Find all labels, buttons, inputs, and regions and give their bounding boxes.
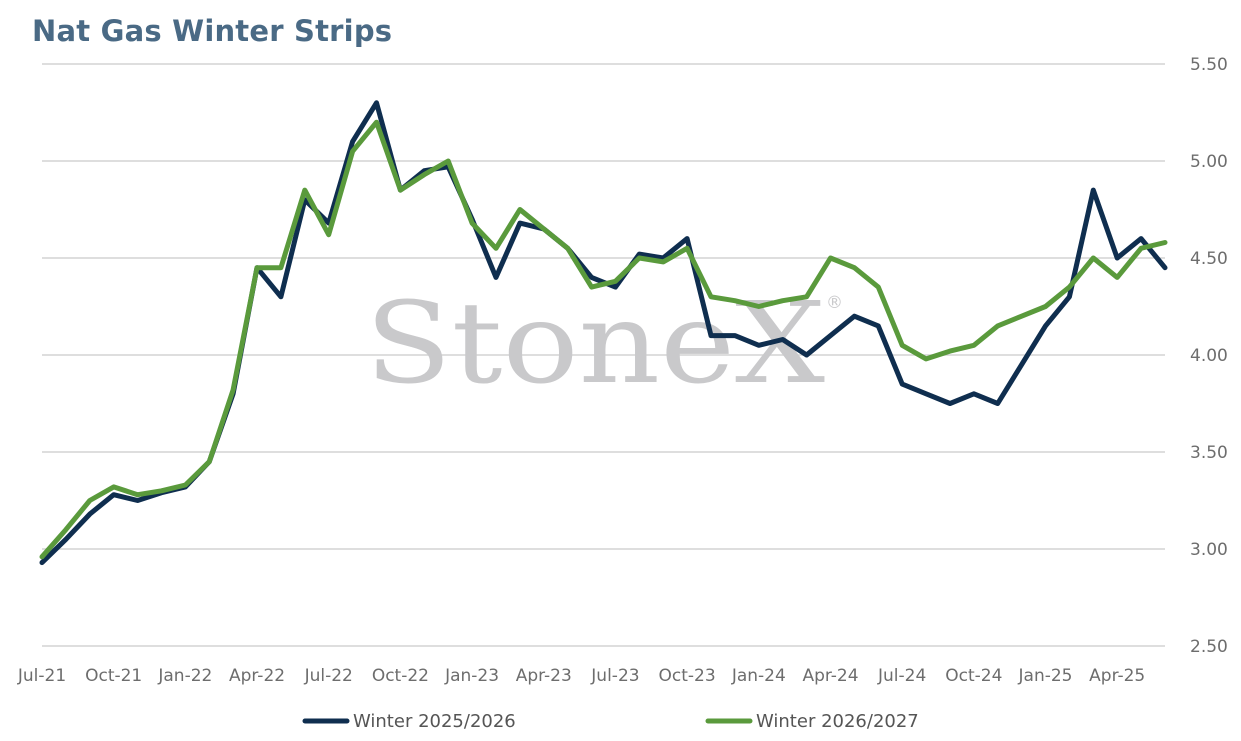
x-tick-label: Jul-22 <box>304 666 353 686</box>
y-tick-label: 3.00 <box>1190 540 1228 560</box>
y-tick-label: 5.00 <box>1190 152 1228 172</box>
series-line-2 <box>39 119 1168 560</box>
x-tick-label: Jan-23 <box>444 666 499 686</box>
x-axis-ticks: Jul-21 Oct-21 Jan-22 Apr-22 Jul-22 Oct-22 Jan-… <box>17 666 1145 686</box>
watermark: StoneX ® <box>365 279 843 409</box>
x-tick-label: Oct-23 <box>659 666 716 686</box>
x-tick-label: Oct-21 <box>85 666 142 686</box>
series-lines <box>39 100 1168 566</box>
chart-title: Nat Gas Winter Strips <box>32 14 393 48</box>
x-tick-label: Jan-24 <box>731 666 786 686</box>
y-axis-ticks: 2.50 3.00 3.50 4.00 4.50 5.00 5.50 <box>1190 55 1228 657</box>
x-tick-label: Apr-25 <box>1089 666 1145 686</box>
x-tick-label: Jul-23 <box>590 666 639 686</box>
legend-label-2: Winter 2026/2027 <box>756 711 919 732</box>
x-tick-label: Oct-24 <box>945 666 1002 686</box>
legend-label-1: Winter 2025/2026 <box>353 711 516 732</box>
y-tick-label: 5.50 <box>1190 55 1228 75</box>
x-tick-label: Jul-21 <box>17 666 66 686</box>
x-tick-label: Oct-22 <box>372 666 429 686</box>
x-tick-label: Apr-24 <box>802 666 858 686</box>
x-tick-label: Apr-23 <box>516 666 572 686</box>
y-tick-label: 3.50 <box>1190 443 1228 463</box>
registered-mark-icon: ® <box>826 293 843 313</box>
y-tick-label: 4.50 <box>1190 249 1228 269</box>
watermark-text: StoneX <box>365 279 825 409</box>
y-tick-label: 2.50 <box>1190 637 1228 657</box>
x-tick-label: Jan-25 <box>1018 666 1073 686</box>
x-tick-label: Jul-24 <box>877 666 926 686</box>
grid-lines <box>42 63 1165 647</box>
y-tick-label: 4.00 <box>1190 346 1228 366</box>
x-tick-label: Apr-22 <box>229 666 285 686</box>
x-tick-label: Jan-22 <box>157 666 212 686</box>
legend: Winter 2025/2026 Winter 2026/2027 <box>302 711 919 732</box>
